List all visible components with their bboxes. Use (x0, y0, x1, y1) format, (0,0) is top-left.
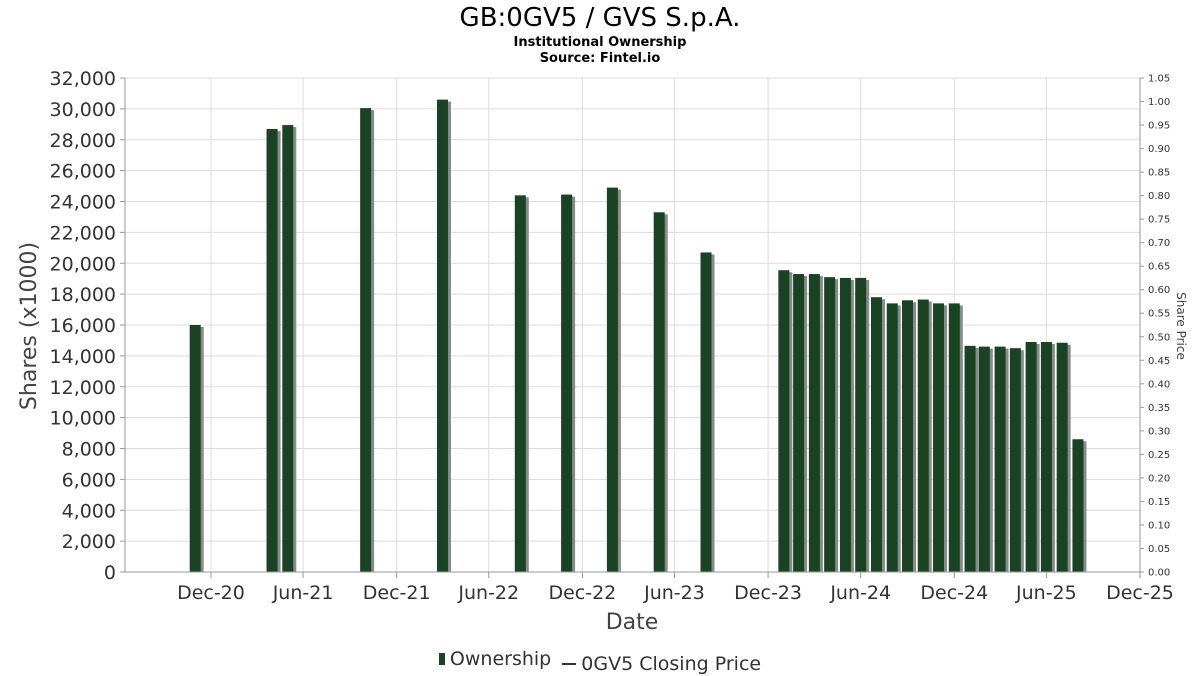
y2-tick-label: 0.60 (1148, 285, 1170, 296)
ownership-bar (978, 346, 990, 572)
x-tick-label: Dec-23 (734, 582, 802, 604)
y2-tick-label: 1.00 (1148, 97, 1170, 108)
x-tick-label: Jun-25 (1015, 582, 1077, 604)
y2-tick-label: 0.40 (1148, 379, 1170, 390)
x-tick-label: Dec-25 (1106, 582, 1174, 604)
x-tick-label: Dec-21 (363, 582, 431, 604)
ownership-bar (855, 277, 867, 572)
ownership-bar (901, 300, 913, 572)
ownership-bar (824, 277, 836, 572)
y2-tick-label: 0.35 (1148, 403, 1170, 414)
y-tick-label: 22,000 (50, 222, 116, 244)
y2-tick-label: 0.65 (1148, 262, 1170, 273)
y-tick-label: 26,000 (50, 161, 116, 183)
legend-item-price[interactable]: 0GV5 Closing Price (557, 652, 761, 676)
legend: Ownership 0GV5 Closing Price (0, 647, 1200, 676)
y2-tick-label: 0.80 (1148, 191, 1170, 202)
ownership-bar (266, 128, 278, 572)
ownership-bar (282, 125, 294, 572)
ownership-bar (436, 99, 448, 573)
y2-tick-label: 0.90 (1148, 144, 1170, 155)
y2-tick-label: 1.05 (1148, 74, 1170, 85)
y2-tick-label: 0.75 (1148, 215, 1170, 226)
ownership-bar (917, 299, 929, 572)
y-tick-label: 2,000 (62, 531, 116, 553)
ownership-bar (1040, 341, 1052, 572)
ownership-bar (839, 277, 851, 572)
y-tick-label: 18,000 (50, 284, 116, 306)
y-tick-label: 10,000 (50, 408, 116, 430)
y-tick-label: 16,000 (50, 315, 116, 337)
y2-tick-label: 0.30 (1148, 426, 1170, 437)
x-tick-label: Dec-20 (177, 582, 245, 604)
ownership-bar (606, 187, 618, 572)
y2-tick-label: 0.95 (1148, 121, 1170, 132)
y2-tick-label: 0.20 (1148, 473, 1170, 484)
ownership-bar (964, 345, 976, 572)
y2-tick-label: 0.00 (1148, 568, 1170, 579)
axes (120, 77, 1144, 578)
price-swatch (562, 663, 577, 665)
y-tick-label: 30,000 (50, 99, 116, 121)
ownership-bar (1009, 348, 1021, 572)
x-axis-label: Date (606, 610, 659, 635)
ownership-bar (360, 108, 372, 573)
ownership-bar (1072, 439, 1084, 572)
y2-tick-label: 0.50 (1148, 332, 1170, 343)
ownership-bar (886, 303, 898, 572)
y-tick-label: 8,000 (62, 439, 116, 461)
x-tick-label: Jun-24 (829, 582, 891, 604)
y-tick-label: 6,000 (62, 469, 116, 491)
x-tick-label: Dec-22 (548, 582, 616, 604)
y-tick-label: 12,000 (50, 377, 116, 399)
ownership-bar (933, 303, 945, 572)
ownership-bar (561, 194, 573, 572)
y-tick-label: 0 (104, 562, 116, 584)
ownership-bar (189, 325, 201, 572)
ownership-bar (808, 274, 820, 572)
tick-labels: 0 2,000 4,000 6,000 8,000 10,000 12,000 14,000 1… (50, 68, 1174, 604)
y2-tick-label: 0.25 (1148, 450, 1170, 461)
x-tick-label: Jun-21 (272, 582, 334, 604)
y2-tick-label: 0.10 (1148, 520, 1170, 531)
ownership-bar (870, 297, 882, 572)
chart-subtitle: Institutional Ownership (513, 35, 687, 50)
ownership-bar (994, 346, 1006, 572)
ownership-bar (1025, 341, 1037, 572)
chart-title: GB:0GV5 / GVS S.p.A. (459, 3, 741, 33)
y-axis-label: Shares (x1000) (17, 242, 42, 410)
ownership-bar (793, 274, 805, 572)
x-tick-label: Jun-23 (643, 582, 705, 604)
y2-tick-label: 0.70 (1148, 238, 1170, 249)
x-tick-label: Dec-24 (920, 582, 988, 604)
legend-label-price: 0GV5 Closing Price (581, 653, 762, 675)
y-tick-label: 32,000 (50, 68, 116, 90)
y2-axis-label: Share Price (1174, 292, 1188, 360)
bars (189, 99, 1087, 573)
ownership-swatch (438, 653, 445, 665)
y2-tick-label: 0.85 (1148, 168, 1170, 179)
x-tick-label: Jun-22 (457, 582, 519, 604)
y-tick-label: 4,000 (62, 500, 116, 522)
ownership-bar (948, 303, 960, 572)
ownership-bar (778, 270, 790, 572)
y-tick-label: 24,000 (50, 192, 116, 214)
ownership-bar (653, 212, 665, 572)
legend-item-ownership[interactable]: Ownership (438, 647, 552, 671)
ownership-bar (700, 252, 712, 572)
y2-tick-label: 0.45 (1148, 356, 1170, 367)
y2-tick-label: 0.55 (1148, 309, 1170, 320)
ownership-bar (1056, 342, 1068, 572)
y-tick-label: 20,000 (50, 253, 116, 275)
y-tick-label: 28,000 (50, 130, 116, 152)
ownership-bar (514, 195, 526, 572)
y2-tick-label: 0.05 (1148, 544, 1170, 555)
legend-label-ownership: Ownership (449, 648, 552, 670)
y2-tick-label: 0.15 (1148, 497, 1170, 508)
y-tick-label: 14,000 (50, 346, 116, 368)
chart-source: Source: Fintel.io (539, 51, 661, 66)
